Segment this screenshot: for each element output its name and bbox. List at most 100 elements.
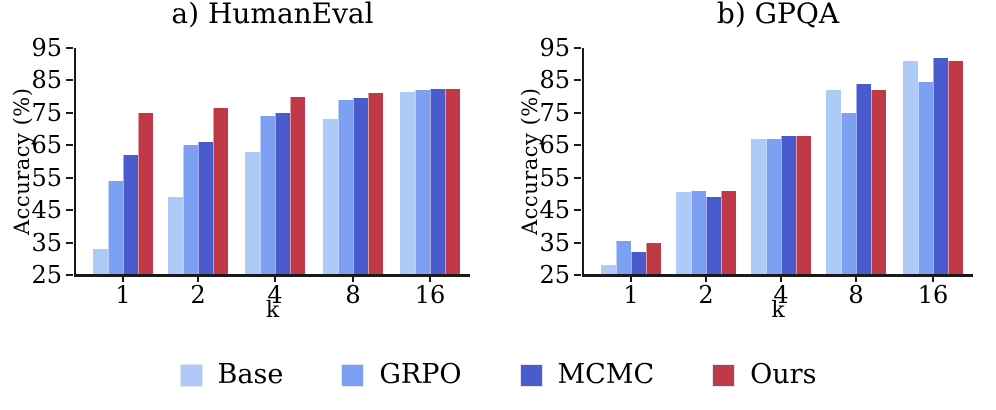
- chart-title: a) HumanEval: [171, 0, 374, 30]
- legend-swatch-ours: [712, 363, 736, 387]
- x-tick-mark: [274, 276, 276, 282]
- bar-group-k2: [676, 48, 736, 275]
- x-tick-label: 8: [848, 281, 864, 309]
- y-tick-label: 85: [539, 66, 570, 95]
- y-tick-label: 95: [539, 34, 570, 62]
- bar-group-k1: [93, 48, 153, 275]
- x-axis-label: k: [771, 298, 785, 323]
- bar-grpo-k2: [691, 190, 706, 275]
- bar-group-k2: [168, 48, 228, 275]
- y-tick-mark: [574, 274, 581, 276]
- y-tick-mark: [66, 176, 73, 179]
- bar-group-k8: [826, 48, 886, 275]
- plot-area: 25 35 45 55 65 75 85 95 1 2 4 8 16: [31, 36, 470, 308]
- plot-area: 25 35 45 55 65 75 85 95 1 2 4 8 16: [539, 36, 973, 308]
- y-tick-label: 55: [31, 163, 62, 192]
- bar-base-k4: [245, 151, 260, 275]
- x-tick-mark: [429, 276, 431, 282]
- y-tick-mark: [66, 47, 73, 49]
- y-tick-label: 85: [31, 66, 62, 95]
- bar-base-k2: [168, 197, 183, 275]
- bar-mcmc-k8: [856, 83, 871, 275]
- y-tick-mark: [66, 79, 73, 82]
- bar-ours-k4: [290, 96, 305, 275]
- bar-base-k16: [400, 91, 415, 275]
- legend-label: MCMC: [557, 359, 655, 390]
- bar-group-k1: [601, 48, 661, 275]
- bar-base-k2: [676, 192, 691, 275]
- y-tick-label: 55: [539, 163, 570, 192]
- bar-mcmc-k4: [275, 112, 290, 275]
- bar-mcmc-k16: [933, 57, 948, 275]
- x-axis-label: k: [265, 298, 280, 323]
- x-tick-mark: [197, 276, 199, 282]
- y-tick-mark: [574, 111, 581, 114]
- y-tick-label: 25: [31, 261, 62, 289]
- x-tick-label: 1: [115, 281, 131, 309]
- y-tick-mark: [66, 209, 73, 212]
- x-tick-label: 8: [345, 281, 361, 309]
- x-tick-mark: [352, 276, 354, 282]
- y-tick-mark: [66, 144, 73, 147]
- x-tick-label: 4: [267, 281, 283, 309]
- y-tick-label: 45: [31, 196, 62, 225]
- y-tick-label: 25: [539, 261, 570, 289]
- bar-mcmc-k2: [706, 197, 721, 275]
- bar-grpo-k16: [918, 82, 933, 275]
- legend-label: GRPO: [379, 359, 462, 390]
- bar-grpo-k1: [616, 240, 631, 275]
- bar-grpo-k1: [108, 180, 123, 275]
- x-tick-label: 2: [190, 281, 206, 309]
- y-tick-label: 75: [539, 98, 570, 127]
- y-tick-label: 35: [539, 228, 570, 257]
- y-tick-label: 65: [539, 131, 570, 160]
- y-tick-label: 45: [539, 196, 570, 225]
- x-tick-mark: [630, 276, 632, 282]
- x-tick-label: 1: [623, 281, 639, 309]
- legend-swatch-mcmc: [519, 363, 543, 387]
- bar-mcmc-k1: [631, 252, 646, 275]
- legend-item-mcmc: MCMC: [519, 359, 655, 390]
- bar-group-k4: [751, 48, 811, 275]
- bar-ours-k1: [646, 242, 661, 275]
- legend-item-base: Base: [179, 359, 284, 390]
- x-axis-spine: [582, 274, 973, 277]
- y-tick-label: 65: [31, 131, 62, 160]
- legend-swatch-grpo: [341, 363, 365, 387]
- y-tick-mark: [574, 144, 581, 147]
- bar-base-k8: [826, 90, 841, 275]
- bar-mcmc-k4: [781, 135, 796, 275]
- bar-group-k4: [245, 48, 305, 275]
- legend-label: Ours: [750, 359, 817, 390]
- y-tick-mark: [66, 111, 73, 114]
- legend-label: Base: [217, 359, 284, 390]
- y-tick-label: 75: [31, 98, 62, 127]
- bar-grpo-k8: [338, 99, 353, 275]
- x-tick-mark: [855, 276, 857, 282]
- bar-ours-k4: [796, 135, 811, 275]
- legend-item-ours: Ours: [712, 360, 816, 390]
- bar-base-k1: [601, 265, 616, 275]
- bar-mcmc-k16: [430, 88, 445, 275]
- y-tick-mark: [574, 176, 581, 179]
- bar-ours-k8: [368, 93, 383, 275]
- x-tick-mark: [122, 276, 124, 282]
- bar-grpo-k2: [183, 145, 198, 275]
- bar-ours-k2: [721, 190, 736, 275]
- x-tick-label: 16: [414, 281, 446, 309]
- bar-base-k8: [323, 119, 338, 275]
- bar-base-k16: [903, 60, 918, 275]
- y-tick-mark: [574, 241, 581, 244]
- y-tick-mark: [574, 79, 581, 82]
- legend-swatch-base: [179, 363, 203, 387]
- bar-base-k1: [93, 249, 108, 275]
- y-tick-label: 95: [31, 34, 62, 62]
- bar-group-k16: [903, 48, 963, 275]
- bar-ours-k16: [948, 60, 963, 275]
- y-tick-mark: [574, 209, 581, 212]
- y-tick-label: 35: [31, 228, 62, 257]
- bar-base-k4: [751, 138, 766, 275]
- x-tick-mark: [780, 276, 782, 282]
- bar-mcmc-k2: [198, 142, 213, 275]
- bar-ours-k1: [138, 112, 153, 275]
